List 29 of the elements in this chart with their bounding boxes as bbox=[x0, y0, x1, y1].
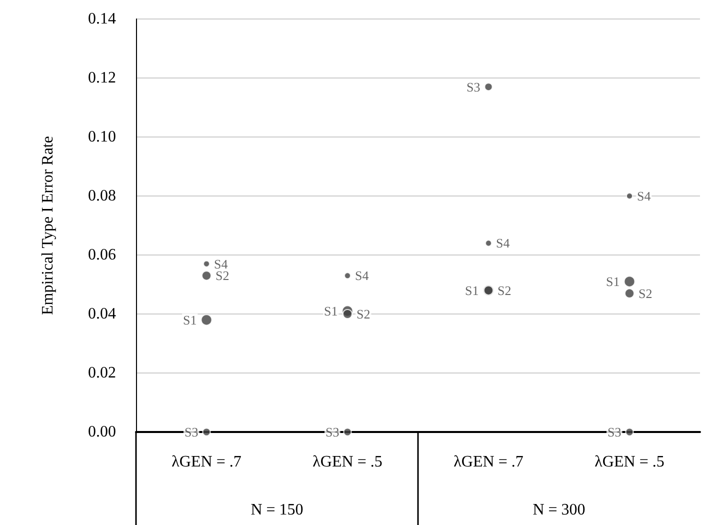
y-tick-label: 0.12 bbox=[88, 70, 116, 86]
y-tick-label: 0.14 bbox=[88, 10, 116, 28]
x-tick-label: λGEN = .5 bbox=[594, 454, 664, 470]
text: S2 bbox=[356, 306, 370, 322]
text: N = 150 bbox=[250, 502, 304, 518]
text: N = 300 bbox=[532, 502, 586, 518]
x-tick-label: λGEN = .7 bbox=[454, 454, 524, 470]
text: S4 bbox=[637, 188, 651, 204]
y-tick-label: 0.04 bbox=[88, 306, 116, 322]
text: S2 bbox=[638, 286, 652, 301]
text: S3 bbox=[466, 79, 480, 94]
series-label: S2 bbox=[498, 282, 512, 298]
y-tick-label: 0.10 bbox=[88, 128, 116, 146]
text: S4 bbox=[496, 236, 510, 251]
x-tick-label: λGEN = .7 bbox=[172, 454, 242, 470]
text: S3 bbox=[326, 424, 340, 440]
text: S1 bbox=[324, 304, 338, 319]
y-axis-title: Empirical Type I Error Rate bbox=[40, 136, 56, 315]
text: S4 bbox=[355, 268, 369, 284]
text: S1 bbox=[465, 282, 479, 298]
text: S1 bbox=[606, 274, 620, 290]
x-tick-label: λGEN = .5 bbox=[312, 454, 382, 470]
series-label: S3 bbox=[184, 424, 198, 440]
series-label: S1 bbox=[183, 312, 197, 328]
y-tick-label: 0.02 bbox=[88, 364, 116, 382]
y-tick-label: 0.00 bbox=[88, 424, 116, 440]
text: S3 bbox=[608, 424, 622, 440]
y-tick-label: 0.06 bbox=[88, 246, 116, 264]
y-tick-label: 0.08 bbox=[88, 188, 116, 204]
